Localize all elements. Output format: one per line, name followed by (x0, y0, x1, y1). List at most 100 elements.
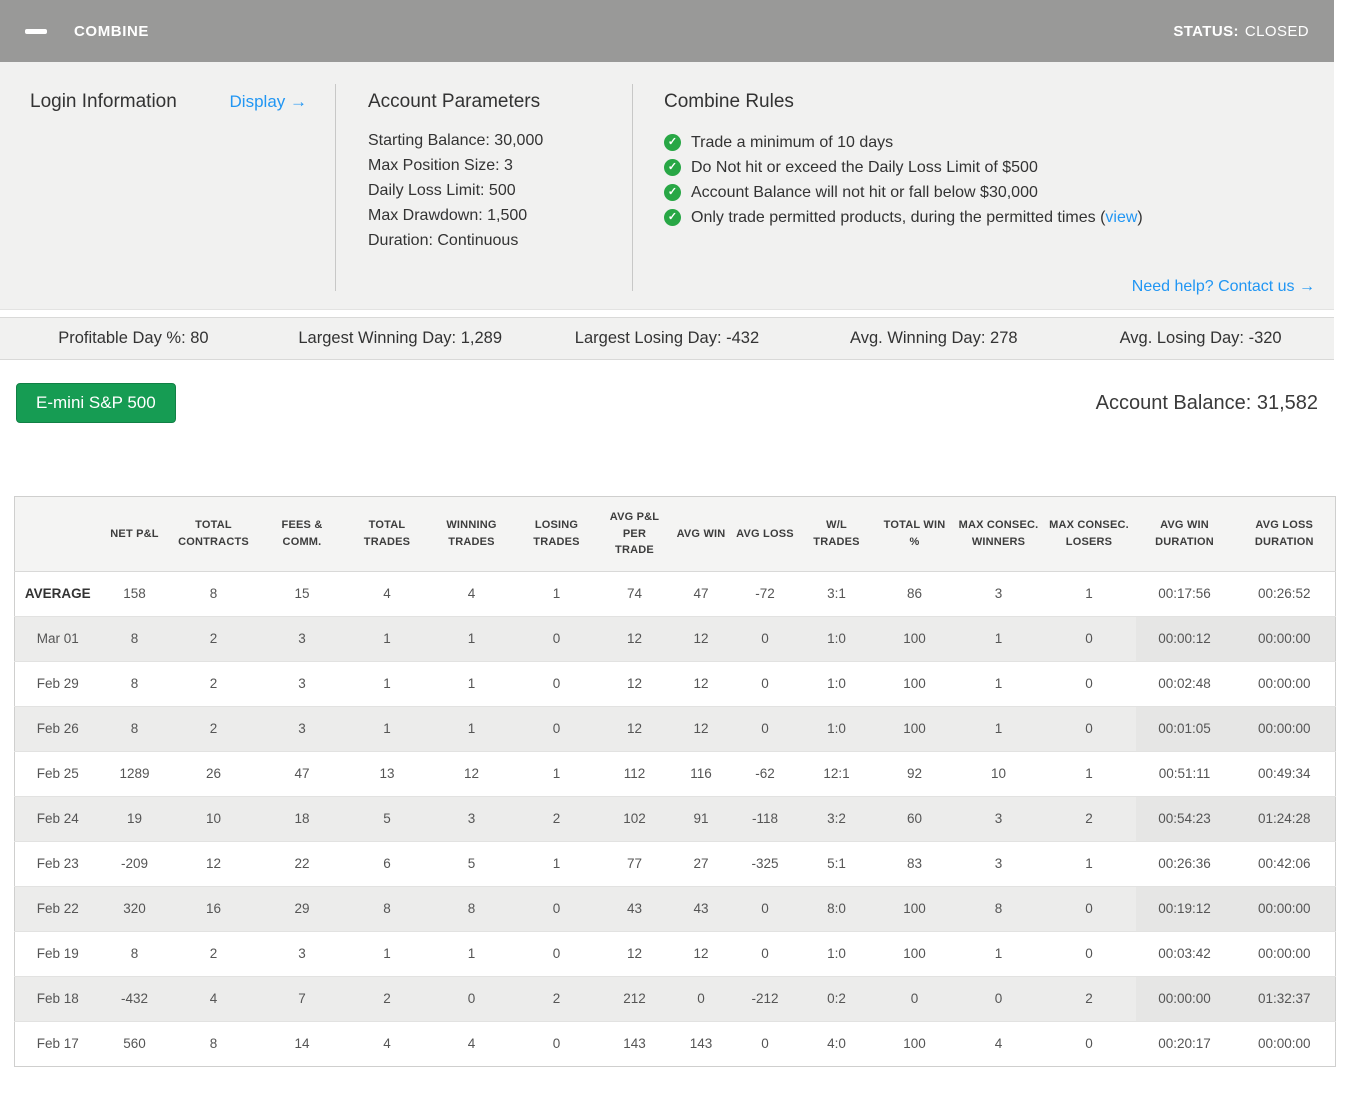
column-header: MAX CONSEC. WINNERS (954, 496, 1043, 572)
table-cell: 0 (514, 885, 599, 931)
table-cell: 3 (954, 570, 1043, 616)
table-cell: 12:1 (798, 750, 875, 796)
row-label: Feb 19 (14, 930, 101, 976)
table-cell: 47 (670, 570, 732, 616)
table-cell: 100 (874, 1020, 955, 1066)
table-cell: 0 (1042, 705, 1136, 751)
table-cell: 116 (670, 750, 732, 796)
table-cell: 3 (428, 795, 515, 841)
table-cell: 8 (954, 885, 1043, 931)
column-header: AVG LOSS DURATION (1233, 496, 1336, 572)
stat-profitable-day: Profitable Day %: 80 (58, 329, 209, 347)
table-cell: 8 (100, 705, 169, 751)
check-icon: ✓ (664, 159, 681, 176)
table-cell: 100 (874, 615, 955, 661)
column-header: WINNING TRADES (428, 496, 515, 572)
table-cell: 01:32:37 (1233, 975, 1336, 1021)
table-cell: 29 (258, 885, 346, 931)
table-cell: 0 (514, 1020, 599, 1066)
column-header: AVG LOSS (731, 496, 799, 572)
table-row: AVERAGE 158 8 15 4 4 1 74 47 -72 3:1 86 3 1 00:17:56 00… (14, 570, 1336, 616)
table-cell: 100 (874, 705, 955, 751)
table-row: Feb 17 560 8 14 4 4 0 143 143 0 4:0 100 4 0 00:20:17 00… (14, 1020, 1336, 1066)
table-cell: 00:00:12 (1135, 615, 1234, 661)
table-cell: 0 (514, 705, 599, 751)
table-row: Feb 24 19 10 18 5 3 2 102 91 -118 3:2 60 3 2 00:54:23 0… (14, 795, 1336, 841)
table-cell: 00:03:42 (1135, 930, 1234, 976)
table-row: Feb 26 8 2 3 1 1 0 12 12 0 1:0 100 1 0 00:01:05 00:00:0… (14, 705, 1336, 751)
table-cell: 4 (954, 1020, 1043, 1066)
table-cell: 1 (1042, 570, 1136, 616)
table-cell: 2 (514, 975, 599, 1021)
table-cell: 12 (428, 750, 515, 796)
column-header: MAX CONSEC. LOSERS (1042, 496, 1136, 572)
table-cell: 16 (168, 885, 259, 931)
column-header: TOTAL CONTRACTS (168, 496, 259, 572)
table-cell: 00:51:11 (1135, 750, 1234, 796)
table-cell: 00:01:05 (1135, 705, 1234, 751)
table-cell: 0 (954, 975, 1043, 1021)
table-cell: 91 (670, 795, 732, 841)
login-information-title: Login Information (30, 91, 177, 112)
stat-avg-losing-day: Avg. Losing Day: -320 (1119, 329, 1282, 347)
table-cell: 5 (428, 840, 515, 886)
table-cell: 0 (428, 975, 515, 1021)
table-cell: 143 (598, 1020, 671, 1066)
instrument-button[interactable]: E-mini S&P 500 (16, 383, 176, 423)
login-information-section: Login Information Display → (0, 62, 335, 309)
table-cell: 3 (258, 705, 346, 751)
table-cell: 2 (168, 705, 259, 751)
table-cell: 112 (598, 750, 671, 796)
table-cell: 27 (670, 840, 732, 886)
table-cell: 18 (258, 795, 346, 841)
row-label: Feb 26 (14, 705, 101, 751)
column-header: AVG P&L PER TRADE (598, 496, 671, 572)
column-header: LOSING TRADES (514, 496, 599, 572)
table-cell: -325 (731, 840, 799, 886)
row-label: Feb 24 (14, 795, 101, 841)
table-cell: 143 (670, 1020, 732, 1066)
parameter-item: Max Drawdown: 1,500 (368, 207, 528, 224)
table-cell: 86 (874, 570, 955, 616)
table-cell: 60 (874, 795, 955, 841)
row-label: Feb 23 (14, 840, 101, 886)
stat-avg-winning-day: Avg. Winning Day: 278 (850, 329, 1018, 347)
column-header: AVG WIN DURATION (1135, 496, 1234, 572)
account-balance: Account Balance: 31,582 (1095, 392, 1318, 414)
table-cell: 0 (1042, 885, 1136, 931)
collapse-icon[interactable] (25, 28, 47, 34)
table-cell: 0 (731, 705, 799, 751)
table-cell: 22 (258, 840, 346, 886)
table-cell: 43 (598, 885, 671, 931)
table-cell: 0 (1042, 660, 1136, 706)
table-cell: 1 (514, 840, 599, 886)
table-cell: 2 (514, 795, 599, 841)
table-cell: 12 (168, 840, 259, 886)
table-cell: 5:1 (798, 840, 875, 886)
combine-rules-section: Combine Rules ✓ Trade a minimum of 10 day… (632, 62, 1334, 309)
table-cell: 00:26:52 (1233, 570, 1336, 616)
table-cell: 0 (731, 615, 799, 661)
table-cell: -212 (731, 975, 799, 1021)
table-cell: 12 (598, 660, 671, 706)
table-cell: 1 (1042, 750, 1136, 796)
table-cell: 26 (168, 750, 259, 796)
table-cell: 8 (100, 615, 169, 661)
display-link[interactable]: Display → (229, 92, 307, 111)
table-cell: 1 (428, 615, 515, 661)
column-header: TOTAL TRADES (345, 496, 429, 572)
contact-us-link[interactable]: Need help? Contact us → (1131, 278, 1315, 295)
table-row: Feb 25 1289 26 47 13 12 1 112 116 -62 12:1 92 10 1 00:… (14, 750, 1336, 796)
panel-header: COMBINE STATUS: CLOSED (0, 0, 1334, 62)
table-cell: 8 (345, 885, 429, 931)
table-cell: 4 (428, 1020, 515, 1066)
status-label: STATUS: (1173, 22, 1239, 40)
column-header: AVG WIN (670, 496, 732, 572)
table-cell: 77 (598, 840, 671, 886)
view-link[interactable]: view (1105, 209, 1138, 226)
panel-title: COMBINE (74, 22, 150, 40)
table-cell: 3 (954, 795, 1043, 841)
status-value: CLOSED (1244, 22, 1309, 40)
table-cell: 00:00:00 (1135, 975, 1234, 1021)
table-cell: 0 (670, 975, 732, 1021)
